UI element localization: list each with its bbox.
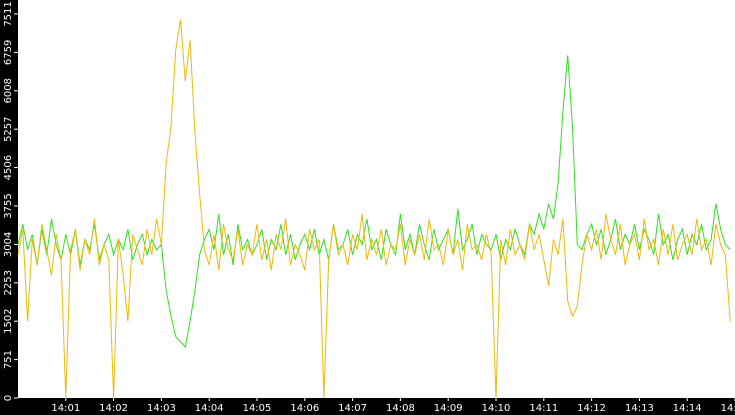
y-tick-label: 1502 xyxy=(3,308,14,333)
y-tick-label: 751 xyxy=(3,350,14,369)
x-tick-label: 14:12 xyxy=(577,403,606,414)
y-tick-label: 6759 xyxy=(3,40,14,65)
y-tick-label: 4506 xyxy=(3,155,14,180)
y-tick-label: 3004 xyxy=(3,232,14,257)
x-tick-label: 14:02 xyxy=(99,403,128,414)
x-tick-label: 14:03 xyxy=(147,403,176,414)
x-tick-label: 14:05 xyxy=(243,403,272,414)
y-tick-label: 5257 xyxy=(3,116,14,141)
x-tick-label: 14:15 xyxy=(721,403,735,414)
x-tick-label: 14:09 xyxy=(434,403,463,414)
x-tick-label: 14:01 xyxy=(51,403,80,414)
x-tick-label: 14:14 xyxy=(673,403,702,414)
x-tick-label: 14:10 xyxy=(482,403,511,414)
x-tick-label: 14:04 xyxy=(195,403,224,414)
y-tick-label: 0 xyxy=(3,395,14,401)
x-tick-label: 14:11 xyxy=(529,403,558,414)
y-axis-band xyxy=(0,0,18,415)
x-axis-band xyxy=(0,398,735,415)
y-tick-label: 3755 xyxy=(3,193,14,218)
x-tick-label: 14:13 xyxy=(625,403,654,414)
x-tick-label: 14:06 xyxy=(290,403,319,414)
y-tick-label: 7511 xyxy=(3,1,14,26)
series-line xyxy=(17,19,731,399)
y-tick-label: 6008 xyxy=(3,78,14,103)
y-tick-label: 2253 xyxy=(3,270,14,295)
x-tick-label: 14:07 xyxy=(338,403,367,414)
x-tick-label: 14:08 xyxy=(386,403,415,414)
